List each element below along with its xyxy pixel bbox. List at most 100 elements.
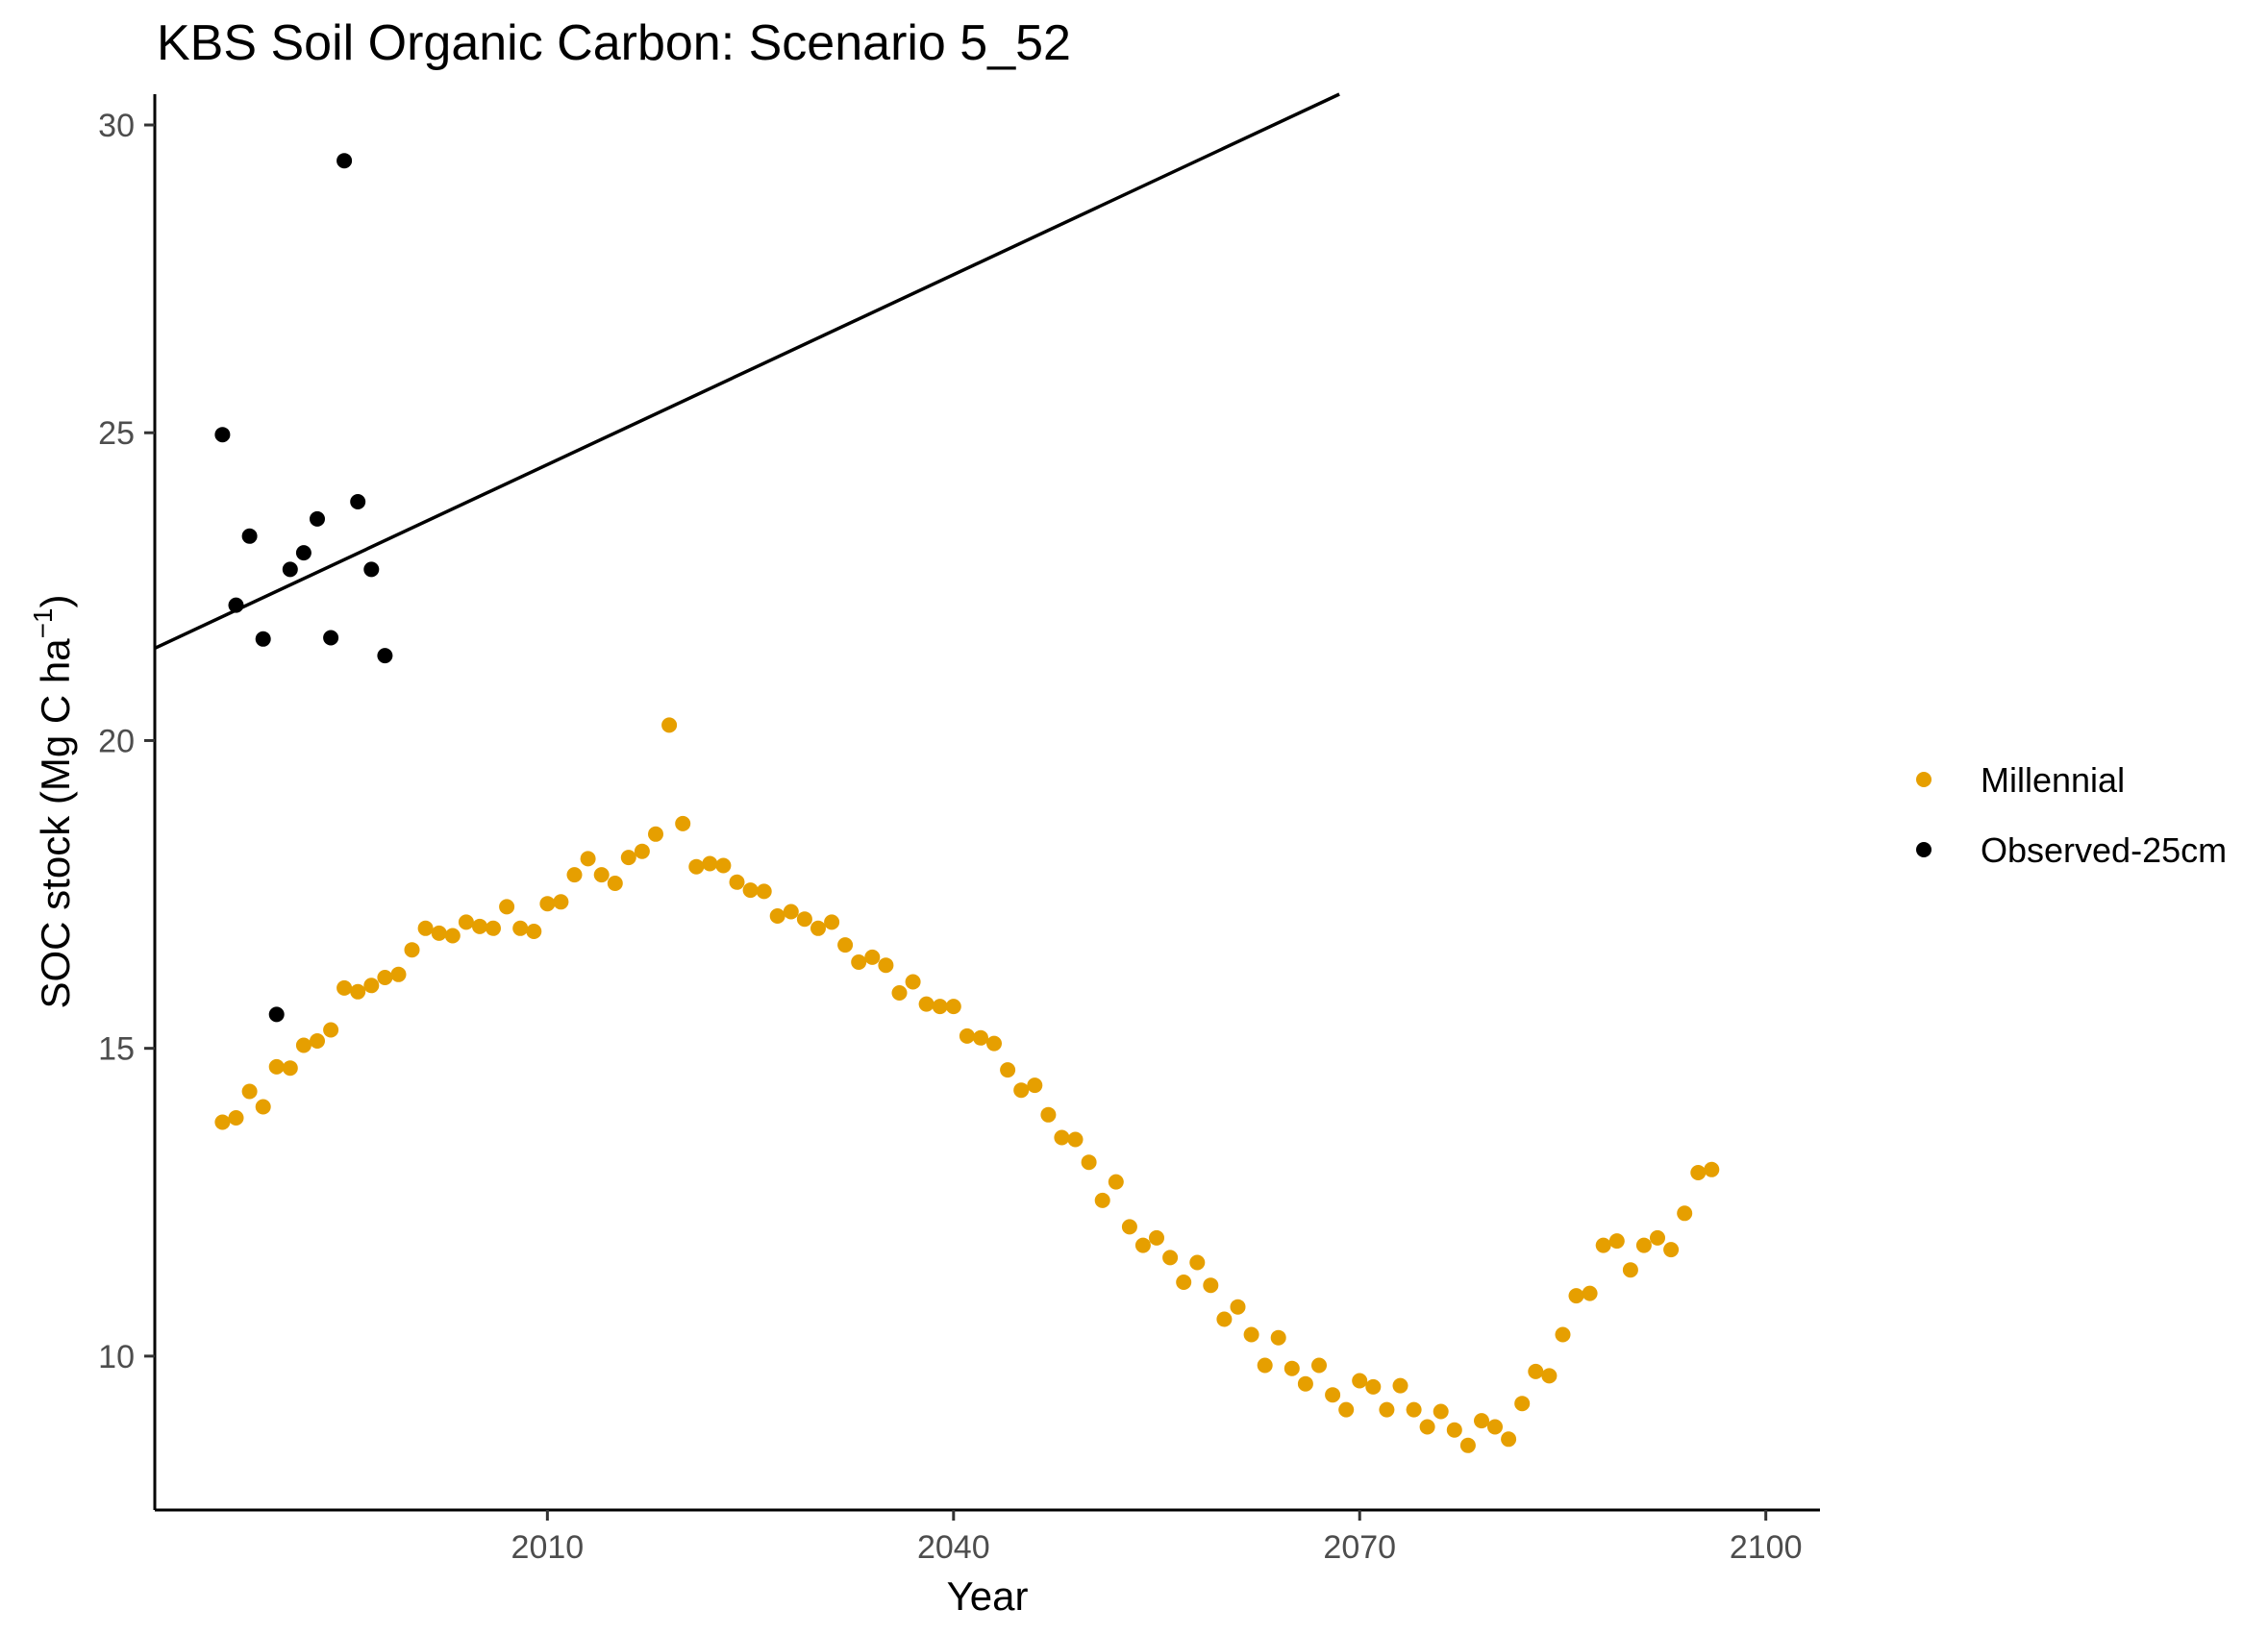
millennial-point-2000 [404, 942, 420, 958]
millennial-point-2024 [729, 874, 745, 890]
millennial-point-2079 [1474, 1413, 1489, 1429]
millennial-point-2088 [1595, 1237, 1611, 1253]
millennial-point-2060 [1216, 1311, 1233, 1327]
observed-point-1997 [363, 561, 380, 578]
millennial-point-2046 [1027, 1077, 1043, 1094]
millennial-point-2058 [1189, 1254, 1206, 1271]
legend-key-observed [1916, 842, 1932, 857]
x-tick-label-2070: 2070 [1323, 1529, 1396, 1566]
millennial-point-1988 [241, 1083, 258, 1100]
observed-point-1989 [255, 631, 271, 647]
observed-point-1990 [268, 1006, 285, 1023]
millennial-point-2005 [472, 918, 487, 934]
millennial-point-2006 [486, 920, 501, 936]
millennial-point-2039 [932, 999, 948, 1015]
millennial-point-2030 [810, 920, 826, 936]
x-axis-title: Year [947, 1573, 1029, 1619]
plot-area [154, 92, 1720, 1453]
millennial-point-2062 [1243, 1326, 1259, 1343]
observed-series [214, 153, 393, 1023]
millennial-point-2080 [1487, 1419, 1503, 1435]
millennial-point-1989 [255, 1099, 271, 1115]
millennial-point-2071 [1365, 1378, 1382, 1395]
millennial-point-1999 [390, 966, 407, 982]
millennial-point-2072 [1379, 1401, 1395, 1418]
millennial-point-2086 [1568, 1288, 1584, 1304]
legend: Millennial Observed-25cm [1916, 760, 2227, 870]
millennial-point-2004 [458, 914, 474, 930]
millennial-point-2096 [1704, 1161, 1720, 1177]
millennial-point-2087 [1582, 1285, 1598, 1301]
millennial-point-2091 [1635, 1237, 1652, 1253]
millennial-point-2061 [1230, 1299, 1246, 1315]
millennial-point-2055 [1149, 1229, 1164, 1246]
millennial-point-2003 [444, 928, 461, 944]
millennial-point-2054 [1134, 1237, 1151, 1253]
millennial-point-1987 [228, 1110, 244, 1126]
millennial-point-2010 [539, 896, 556, 912]
millennial-point-2074 [1406, 1401, 1422, 1418]
millennial-point-2073 [1392, 1377, 1408, 1394]
millennial-point-2051 [1094, 1192, 1110, 1208]
millennial-point-2019 [661, 717, 678, 733]
y-axis-title-close: ) [33, 594, 78, 607]
observed-point-1988 [241, 528, 258, 544]
millennial-point-2037 [905, 974, 921, 990]
millennial-point-2012 [566, 867, 583, 883]
millennial-point-2016 [620, 850, 636, 866]
millennial-point-2093 [1663, 1242, 1680, 1258]
millennial-point-2092 [1650, 1229, 1665, 1246]
millennial-point-1994 [323, 1022, 339, 1038]
legend-label-observed: Observed-25cm [1981, 830, 2227, 870]
millennial-point-2008 [512, 920, 529, 936]
y-tick-label-15: 15 [98, 1031, 135, 1068]
millennial-point-2067 [1311, 1357, 1327, 1374]
millennial-point-2027 [769, 908, 785, 924]
millennial-point-2052 [1108, 1174, 1124, 1190]
millennial-point-2082 [1514, 1396, 1531, 1412]
millennial-point-2065 [1284, 1360, 1300, 1376]
millennial-point-1990 [268, 1058, 285, 1075]
millennial-point-1996 [350, 983, 366, 1000]
millennial-point-2014 [593, 867, 610, 883]
millennial-point-2017 [634, 843, 650, 859]
millennial-point-2075 [1419, 1419, 1435, 1435]
millennial-point-2025 [742, 882, 759, 899]
millennial-point-2029 [796, 911, 812, 928]
millennial-point-2015 [607, 876, 623, 891]
millennial-point-2053 [1121, 1219, 1137, 1235]
millennial-point-2038 [918, 996, 935, 1012]
millennial-point-1998 [377, 970, 393, 985]
millennial-point-2048 [1054, 1129, 1070, 1146]
millennial-point-2020 [675, 815, 691, 831]
millennial-point-2064 [1270, 1329, 1286, 1346]
millennial-point-2047 [1040, 1106, 1057, 1123]
chart-title: KBS Soil Organic Carbon: Scenario 5_52 [157, 15, 1071, 71]
y-axis-title: SOC stock (Mg C ha−1) [28, 594, 78, 1008]
millennial-point-2035 [878, 957, 894, 974]
millennial-point-2050 [1081, 1154, 1097, 1171]
observed-point-1993 [310, 510, 325, 527]
millennial-point-2066 [1297, 1375, 1313, 1392]
y-tick-label-10: 10 [98, 1339, 135, 1375]
millennial-point-2033 [851, 954, 867, 970]
millennial-point-2041 [959, 1027, 975, 1044]
millennial-point-1997 [363, 978, 380, 994]
millennial-point-2036 [891, 985, 908, 1001]
millennial-point-2083 [1528, 1363, 1544, 1379]
millennial-point-2049 [1067, 1131, 1084, 1148]
millennial-point-2011 [553, 894, 569, 910]
millennial-series [214, 717, 1720, 1453]
millennial-point-1986 [214, 1114, 231, 1130]
legend-key-millennial [1916, 772, 1932, 787]
y-tick-label-30: 30 [98, 108, 135, 144]
millennial-point-2009 [526, 924, 542, 939]
observed-point-1995 [336, 153, 353, 169]
observed-point-1996 [350, 494, 366, 509]
millennial-point-2076 [1433, 1403, 1449, 1420]
x-axis-ticks: 2010 2040 2070 2100 [511, 1510, 1802, 1566]
millennial-point-2095 [1690, 1165, 1707, 1180]
millennial-point-2042 [973, 1029, 988, 1046]
millennial-point-1991 [282, 1060, 298, 1077]
millennial-point-1992 [295, 1037, 312, 1053]
